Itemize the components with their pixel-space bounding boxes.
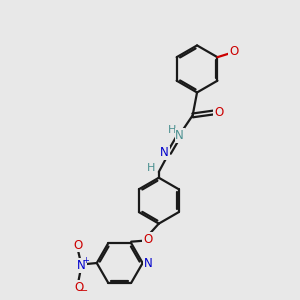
Text: O: O: [214, 106, 224, 119]
Text: −: −: [80, 286, 88, 296]
Text: N: N: [175, 129, 184, 142]
Text: N: N: [160, 146, 169, 159]
Text: N: N: [77, 259, 86, 272]
Text: +: +: [82, 256, 89, 265]
Text: N: N: [144, 256, 153, 269]
Text: H: H: [168, 125, 176, 135]
Text: O: O: [73, 238, 83, 252]
Text: O: O: [229, 45, 238, 58]
Text: O: O: [143, 233, 152, 246]
Text: O: O: [74, 280, 83, 294]
Text: H: H: [146, 163, 155, 173]
